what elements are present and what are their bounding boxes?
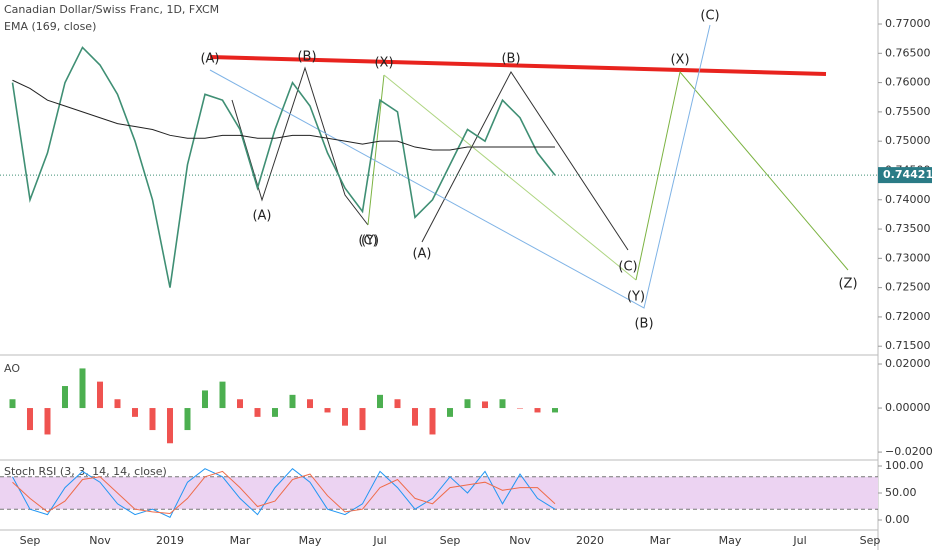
x-tick-label: Sep <box>20 534 41 547</box>
y-tick-label: 0.75500 <box>885 105 931 118</box>
wave-drawings <box>209 24 849 309</box>
ao-bar <box>237 399 243 409</box>
ao-bar <box>44 408 51 435</box>
y-tick-label: 0.74000 <box>885 193 931 206</box>
ao-bar <box>219 381 226 409</box>
ao-bar <box>534 408 541 413</box>
x-tick-label: Jul <box>792 534 806 547</box>
line <box>12 470 556 515</box>
ao-bar <box>62 386 68 409</box>
ao-bar <box>342 408 348 426</box>
wave-label: (A) <box>252 209 271 224</box>
x-tick-label: Jul <box>372 534 386 547</box>
ao-bar <box>359 408 366 431</box>
x-tick-label: 2020 <box>576 534 604 547</box>
wave-label: (X) <box>670 53 689 68</box>
x-tick-label: May <box>719 534 742 547</box>
ao-bar <box>27 408 33 431</box>
ao-bar <box>289 394 296 409</box>
ao-bar <box>482 401 488 409</box>
ao-bar <box>79 368 86 409</box>
wave-label: (C) <box>618 260 637 275</box>
y-tick-label: 0.73000 <box>885 251 931 264</box>
y-tick-label: 0.77000 <box>885 17 931 30</box>
y-tick-label: 0.72000 <box>885 310 931 323</box>
ao-bar <box>394 399 401 409</box>
legend-stoch: Stoch RSI (3, 3, 14, 14, close) <box>4 465 167 478</box>
ao-bar <box>324 408 331 413</box>
ao-bar <box>149 408 156 431</box>
wave-label: (A) <box>200 52 219 67</box>
ao-bar <box>499 399 506 409</box>
y-tick-label: 0.71500 <box>885 339 931 352</box>
wave-line <box>209 24 711 309</box>
y-tick-label: 0.72500 <box>885 281 931 294</box>
ao-bar <box>132 408 138 417</box>
ao-bar <box>272 408 278 417</box>
ao-bar <box>97 381 103 409</box>
ao-bar <box>167 408 173 444</box>
line <box>12 468 556 518</box>
last-price-box <box>878 167 932 184</box>
x-tick-label: Mar <box>230 534 251 547</box>
legend-ema: EMA (169, close) <box>4 20 96 33</box>
ao-bar <box>307 399 313 409</box>
x-tick-label: Sep <box>860 534 881 547</box>
y-tick-label: 0.73500 <box>885 222 931 235</box>
line <box>11 46 556 288</box>
x-tick-label: Nov <box>89 534 111 547</box>
wave-label: (Y) <box>361 234 379 249</box>
y-tick-label: 0.75000 <box>885 134 931 147</box>
ao-bar <box>429 408 436 435</box>
ao-bar <box>377 394 383 409</box>
y-tick-label: 0.00000 <box>885 401 931 414</box>
ao-bar <box>517 408 523 409</box>
wave-label: (X) <box>374 56 393 71</box>
wave-label: (Z) <box>838 277 857 292</box>
ao-bar <box>464 399 471 409</box>
wave-line <box>635 70 849 281</box>
band <box>0 476 878 510</box>
ao-bar <box>552 408 558 413</box>
y-tick-label: 0.76000 <box>885 76 931 89</box>
y-tick-label: 0.02000 <box>885 357 931 370</box>
y-tick-label: 100.00 <box>885 459 924 472</box>
x-tick-label: Nov <box>509 534 531 547</box>
ao-bar <box>184 408 191 431</box>
last-price-label: 0.74421 <box>883 168 932 181</box>
legend-symbol: Canadian Dollar/Swiss Franc, 1D, FXCM <box>4 3 219 16</box>
wave-label: (C) <box>700 9 719 24</box>
wave-label: (B) <box>297 50 316 65</box>
x-tick-label: 2019 <box>156 534 184 547</box>
y-tick-label: 50.00 <box>885 486 917 499</box>
ao-bar <box>447 408 453 417</box>
wave-line <box>231 66 369 226</box>
wave-line <box>383 74 637 281</box>
wave-label: (Y) <box>627 290 645 305</box>
wave-label: (A) <box>412 247 431 262</box>
y-tick-label: 0.00 <box>885 513 910 526</box>
x-tick-label: Mar <box>650 534 671 547</box>
ao-bar <box>254 408 261 417</box>
ao-bar <box>202 390 208 409</box>
y-tick-label: 0.76500 <box>885 46 931 59</box>
x-tick-label: Sep <box>440 534 461 547</box>
ao-bar <box>114 399 121 409</box>
resistance-line <box>209 55 827 76</box>
wave-label: (C) <box>358 234 377 249</box>
wave-label: (B) <box>634 317 653 332</box>
ao-bar <box>9 399 16 409</box>
y-tick-label: −0.02000 <box>885 445 932 458</box>
line <box>12 79 555 151</box>
wave-line <box>421 71 629 251</box>
wave-label: (B) <box>501 52 520 67</box>
wave-line <box>367 74 385 226</box>
legend-ao: AO <box>4 362 20 375</box>
x-tick-label: May <box>299 534 322 547</box>
ao-bar <box>412 408 418 426</box>
